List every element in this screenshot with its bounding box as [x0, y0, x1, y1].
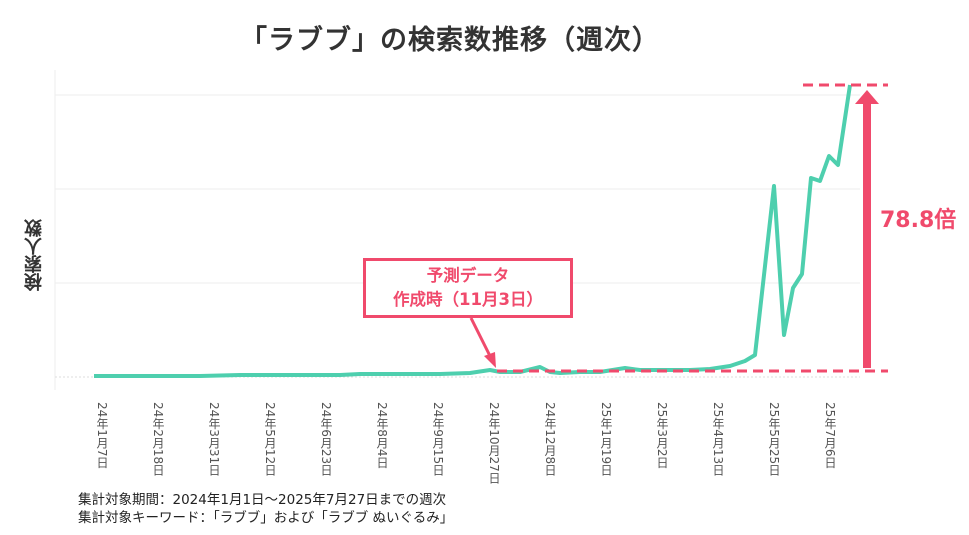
- x-tick: 24年12月8日: [543, 402, 557, 477]
- x-tick: 24年3月31日: [207, 402, 221, 477]
- forecast-callout: 予測データ 作成時（11月3日）: [363, 258, 573, 318]
- note-period: 集計対象期間：2024年1月1日～2025年7月27日までの週次: [78, 492, 447, 508]
- growth-multiplier: 78.8倍: [880, 208, 957, 233]
- x-tick: 24年9月15日: [431, 402, 445, 477]
- x-tick: 24年8月4日: [375, 402, 389, 469]
- x-tick: 24年10月27日: [487, 402, 501, 484]
- search-trend-line: [94, 84, 852, 378]
- x-tick: 24年1月7日: [95, 402, 109, 469]
- x-tick: 25年5月25日: [767, 402, 781, 477]
- callout-line-2: 作成時（11月3日）: [393, 290, 543, 309]
- note-keywords: 集計対象キーワード：「ラブブ」および「ラブブ ぬいぐるみ」: [78, 510, 454, 526]
- gridlines: [54, 70, 860, 390]
- chart-title: 「ラブブ」の検索数推移（週次）: [240, 25, 660, 56]
- x-tick: 24年5月12日: [263, 402, 277, 477]
- x-tick: 24年6月23日: [319, 402, 333, 477]
- x-tick: 25年4月13日: [711, 402, 725, 477]
- callout-line-1: 予測データ: [426, 266, 510, 285]
- x-tick: 25年3月2日: [655, 402, 669, 469]
- growth-arrow-icon: [855, 90, 879, 368]
- x-tick: 25年1月19日: [599, 402, 613, 477]
- x-tick: 25年7月6日: [823, 402, 837, 469]
- x-tick: 24年2月18日: [151, 402, 165, 477]
- callout-arrow-icon: [469, 317, 496, 368]
